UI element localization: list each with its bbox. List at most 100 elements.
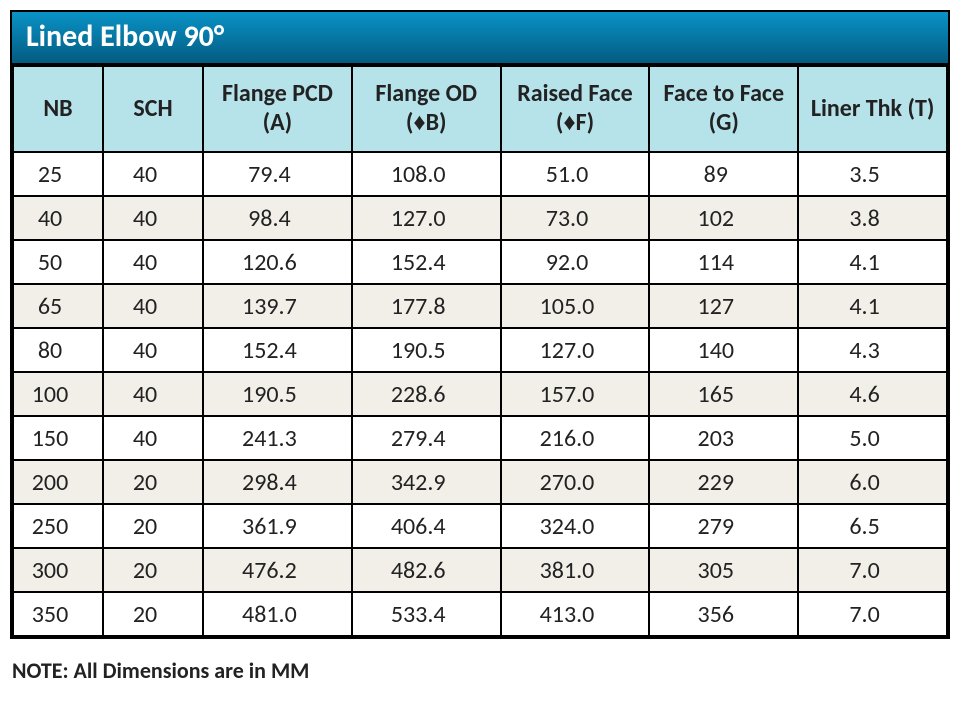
cell-od: 228.6 <box>352 372 501 416</box>
cell-ftf: 279 <box>649 504 798 548</box>
cell-ftf: 203 <box>649 416 798 460</box>
cell-rf: 216.0 <box>501 416 650 460</box>
table-title: Lined Elbow 90° <box>12 12 948 65</box>
cell-rf: 51.0 <box>501 152 650 196</box>
cell-thk: 4.1 <box>798 240 947 284</box>
table-row: 8040152.4190.5127.01404.3 <box>13 328 947 372</box>
dimensions-table-container: Lined Elbow 90° NB SCH Flange PCD (A) Fl… <box>10 10 950 639</box>
col-header-flange-od: Flange OD (♦B) <box>352 66 501 152</box>
cell-od: 177.8 <box>352 284 501 328</box>
cell-pcd: 79.4 <box>203 152 352 196</box>
cell-nb: 150 <box>13 416 103 460</box>
cell-nb: 50 <box>13 240 103 284</box>
cell-pcd: 361.9 <box>203 504 352 548</box>
cell-sch: 20 <box>103 548 203 592</box>
cell-ftf: 229 <box>649 460 798 504</box>
cell-thk: 6.5 <box>798 504 947 548</box>
cell-od: 127.0 <box>352 196 501 240</box>
cell-ftf: 127 <box>649 284 798 328</box>
cell-nb: 250 <box>13 504 103 548</box>
dimensions-note: NOTE: All Dimensions are in MM <box>12 657 950 684</box>
cell-nb: 25 <box>13 152 103 196</box>
cell-sch: 40 <box>103 240 203 284</box>
cell-ftf: 165 <box>649 372 798 416</box>
cell-rf: 270.0 <box>501 460 650 504</box>
cell-thk: 4.1 <box>798 284 947 328</box>
dimensions-table: NB SCH Flange PCD (A) Flange OD (♦B) Rai… <box>12 65 948 637</box>
cell-sch: 40 <box>103 372 203 416</box>
cell-od: 482.6 <box>352 548 501 592</box>
cell-thk: 4.3 <box>798 328 947 372</box>
table-row: 5040120.6152.492.01144.1 <box>13 240 947 284</box>
cell-nb: 300 <box>13 548 103 592</box>
col-header-liner-thk: Liner Thk (T) <box>798 66 947 152</box>
header-row: NB SCH Flange PCD (A) Flange OD (♦B) Rai… <box>13 66 947 152</box>
cell-rf: 324.0 <box>501 504 650 548</box>
cell-nb: 350 <box>13 592 103 636</box>
cell-pcd: 476.2 <box>203 548 352 592</box>
cell-pcd: 481.0 <box>203 592 352 636</box>
cell-pcd: 190.5 <box>203 372 352 416</box>
cell-ftf: 89 <box>649 152 798 196</box>
cell-pcd: 152.4 <box>203 328 352 372</box>
table-row: 404098.4127.073.01023.8 <box>13 196 947 240</box>
cell-thk: 3.8 <box>798 196 947 240</box>
cell-od: 533.4 <box>352 592 501 636</box>
cell-od: 279.4 <box>352 416 501 460</box>
cell-nb: 100 <box>13 372 103 416</box>
cell-pcd: 98.4 <box>203 196 352 240</box>
cell-thk: 7.0 <box>798 548 947 592</box>
cell-pcd: 139.7 <box>203 284 352 328</box>
cell-nb: 80 <box>13 328 103 372</box>
col-header-nb: NB <box>13 66 103 152</box>
cell-pcd: 241.3 <box>203 416 352 460</box>
cell-sch: 40 <box>103 416 203 460</box>
cell-od: 406.4 <box>352 504 501 548</box>
cell-nb: 65 <box>13 284 103 328</box>
table-row: 10040190.5228.6157.01654.6 <box>13 372 947 416</box>
cell-thk: 3.5 <box>798 152 947 196</box>
table-row: 254079.4108.051.0893.5 <box>13 152 947 196</box>
cell-ftf: 114 <box>649 240 798 284</box>
cell-rf: 381.0 <box>501 548 650 592</box>
cell-pcd: 298.4 <box>203 460 352 504</box>
col-header-face-to-face: Face to Face (G) <box>649 66 798 152</box>
cell-thk: 7.0 <box>798 592 947 636</box>
cell-ftf: 140 <box>649 328 798 372</box>
table-row: 25020361.9406.4324.02796.5 <box>13 504 947 548</box>
cell-od: 190.5 <box>352 328 501 372</box>
cell-sch: 20 <box>103 504 203 548</box>
cell-sch: 20 <box>103 592 203 636</box>
cell-thk: 4.6 <box>798 372 947 416</box>
cell-sch: 40 <box>103 284 203 328</box>
cell-thk: 5.0 <box>798 416 947 460</box>
cell-od: 108.0 <box>352 152 501 196</box>
cell-thk: 6.0 <box>798 460 947 504</box>
cell-rf: 92.0 <box>501 240 650 284</box>
table-body: 254079.4108.051.0893.5404098.4127.073.01… <box>13 152 947 636</box>
cell-sch: 40 <box>103 152 203 196</box>
cell-rf: 105.0 <box>501 284 650 328</box>
cell-ftf: 305 <box>649 548 798 592</box>
col-header-flange-pcd: Flange PCD (A) <box>203 66 352 152</box>
cell-pcd: 120.6 <box>203 240 352 284</box>
table-row: 6540139.7177.8105.01274.1 <box>13 284 947 328</box>
col-header-sch: SCH <box>103 66 203 152</box>
cell-rf: 157.0 <box>501 372 650 416</box>
cell-rf: 127.0 <box>501 328 650 372</box>
cell-nb: 40 <box>13 196 103 240</box>
table-row: 20020298.4342.9270.02296.0 <box>13 460 947 504</box>
cell-sch: 40 <box>103 328 203 372</box>
cell-od: 152.4 <box>352 240 501 284</box>
table-row: 35020481.0533.4413.03567.0 <box>13 592 947 636</box>
cell-ftf: 356 <box>649 592 798 636</box>
cell-sch: 20 <box>103 460 203 504</box>
cell-sch: 40 <box>103 196 203 240</box>
table-row: 15040241.3279.4216.02035.0 <box>13 416 947 460</box>
col-header-raised-face: Raised Face (♦F) <box>501 66 650 152</box>
cell-od: 342.9 <box>352 460 501 504</box>
cell-ftf: 102 <box>649 196 798 240</box>
table-row: 30020476.2482.6381.03057.0 <box>13 548 947 592</box>
cell-rf: 73.0 <box>501 196 650 240</box>
cell-rf: 413.0 <box>501 592 650 636</box>
